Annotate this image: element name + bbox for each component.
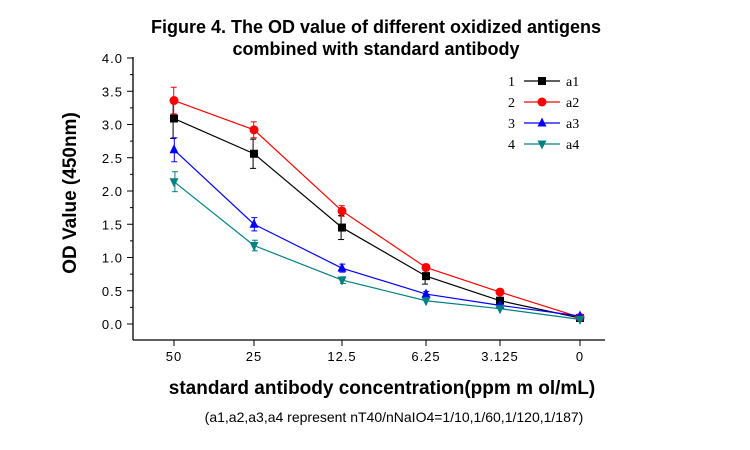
series-a3 — [169, 137, 585, 320]
data-point — [495, 287, 505, 297]
data-point — [169, 144, 179, 154]
series-line-a1 — [173, 117, 581, 319]
data-point — [421, 262, 431, 272]
series-line-a3 — [173, 149, 581, 317]
series-a4 — [169, 171, 585, 325]
data-point — [337, 262, 347, 272]
legend-label: a4 — [566, 138, 579, 153]
legend-number: 1 — [508, 75, 515, 90]
legend-marker — [537, 117, 547, 127]
legend-number: 3 — [508, 117, 515, 132]
chart-title-line-2: combined with standard antibody — [232, 39, 519, 59]
legend-number: 2 — [508, 96, 515, 111]
y-tick-label: 2.5 — [102, 151, 123, 166]
series-line-a2 — [173, 99, 581, 318]
data-point — [170, 114, 178, 123]
data-point — [575, 315, 585, 325]
x-axis-title: standard antibody concentration(ppm m ol… — [169, 378, 595, 399]
y-tick-label: 3.5 — [102, 84, 123, 99]
y-tick-label: 4.0 — [102, 51, 123, 66]
data-point — [250, 149, 258, 158]
x-tick-label: 3.125 — [481, 349, 519, 364]
data-point — [338, 223, 346, 232]
x-tick-label: 25 — [246, 349, 262, 364]
data-point — [169, 96, 179, 106]
x-tick-label: 0 — [576, 349, 584, 364]
y-tick-label: 0.0 — [102, 317, 123, 332]
legend-number: 4 — [508, 138, 515, 153]
y-axis-title: OD Value (450nm) — [60, 112, 81, 274]
series-a2 — [169, 86, 585, 322]
legend-label: a3 — [566, 117, 579, 132]
series-layer — [169, 86, 585, 325]
data-point — [249, 218, 259, 228]
y-tick-label: 3.0 — [102, 118, 123, 133]
data-point — [337, 276, 347, 286]
chart-title-line-1: Figure 4. The OD value of different oxid… — [151, 17, 601, 37]
data-point — [495, 305, 505, 315]
y-tick-label: 2.0 — [102, 184, 123, 199]
legend-marker — [537, 140, 547, 150]
axes: 0.0 0.5 1.0 1.5 2.0 2.5 3.0 3.5 4.0 50 25 12.5 6.25 3… — [102, 51, 605, 364]
y-tick-label: 0.5 — [102, 284, 123, 299]
data-point — [422, 272, 430, 281]
y-tick-label: 1.5 — [102, 217, 123, 232]
legend: 1 a1 2 a2 3 a3 4 a4 — [508, 75, 579, 153]
data-point — [249, 242, 259, 252]
data-point — [421, 288, 431, 298]
data-point — [421, 297, 431, 307]
x-tick-label: 6.25 — [411, 349, 440, 364]
x-tick-label: 50 — [166, 349, 182, 364]
legend-marker — [538, 77, 546, 85]
legend-label: a2 — [566, 96, 579, 111]
series-note: (a1,a2,a3,a4 represent nT40/nNaIO4=1/10,… — [205, 409, 584, 425]
y-tick-label: 1.0 — [102, 251, 123, 266]
legend-label: a1 — [566, 75, 579, 90]
series-line-a4 — [173, 181, 581, 320]
data-point — [249, 125, 259, 135]
legend-marker — [537, 97, 547, 107]
x-tick-label: 12.5 — [327, 349, 356, 364]
data-point — [337, 206, 347, 216]
data-point — [169, 178, 179, 188]
